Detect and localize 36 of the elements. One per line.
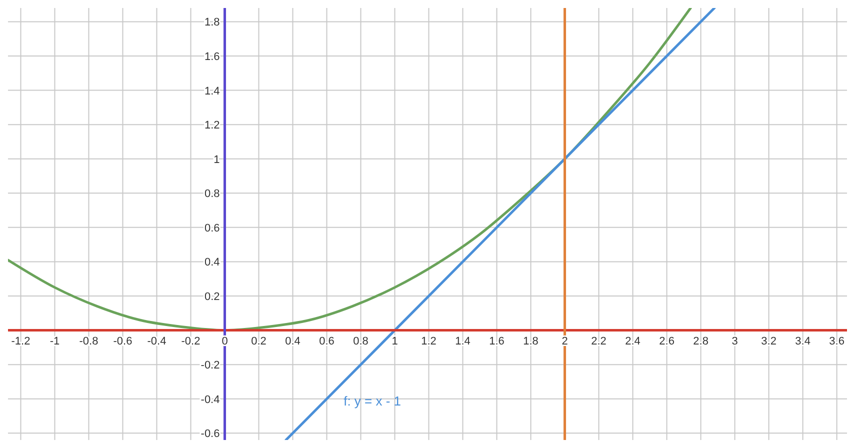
x-tick-label: 0.2 xyxy=(251,335,266,348)
x-tick-label: 0.8 xyxy=(353,335,368,348)
x-tick-label: 2.6 xyxy=(659,335,674,348)
x-tick-label: 1.8 xyxy=(523,335,538,348)
x-tick-label: -0.8 xyxy=(79,335,98,348)
x-tick-label: 1.6 xyxy=(489,335,504,348)
x-tick-label: 2.4 xyxy=(625,335,640,348)
x-tick-label: 1 xyxy=(392,335,398,348)
y-tick-label: 0.6 xyxy=(204,222,220,234)
x-tick-label: 2.8 xyxy=(693,335,708,348)
y-tick-label: 0.8 xyxy=(204,188,220,200)
y-tick-label: -0.6 xyxy=(200,428,220,440)
x-tick-label: -0.4 xyxy=(147,335,166,348)
x-tick-label: -0.2 xyxy=(181,335,200,348)
y-tick-label: 1.8 xyxy=(204,16,220,29)
y-tick-label: 1.4 xyxy=(204,85,220,98)
y-tick-label: 0.4 xyxy=(204,256,220,269)
annotation: f: y = x - 1 xyxy=(344,393,402,408)
y-tick-label: 1.6 xyxy=(204,51,220,63)
x-tick-label: -1 xyxy=(50,335,60,348)
x-tick-label: 3.2 xyxy=(761,335,776,348)
x-tick-label: 2.2 xyxy=(591,335,606,348)
y-tick-label: 1 xyxy=(214,154,220,166)
y-tick-label: -0.4 xyxy=(200,394,220,406)
x-tick-label: 1.4 xyxy=(455,335,470,348)
x-tick-label: 3.4 xyxy=(795,335,810,348)
y-tick-label: 0.2 xyxy=(204,291,220,303)
y-tick-label: 1.2 xyxy=(204,120,220,132)
x-tick-label: -1.2 xyxy=(11,335,30,348)
x-tick-label: 0.4 xyxy=(285,335,300,348)
x-tick-label: 0.6 xyxy=(319,335,334,348)
x-tick-label: -0.6 xyxy=(113,335,132,348)
x-tick-label: 3.6 xyxy=(829,335,844,348)
y-tick-label: -0.2 xyxy=(200,360,220,372)
x-tick-label: 1.2 xyxy=(421,335,436,348)
x-tick-label: 3 xyxy=(732,335,738,348)
